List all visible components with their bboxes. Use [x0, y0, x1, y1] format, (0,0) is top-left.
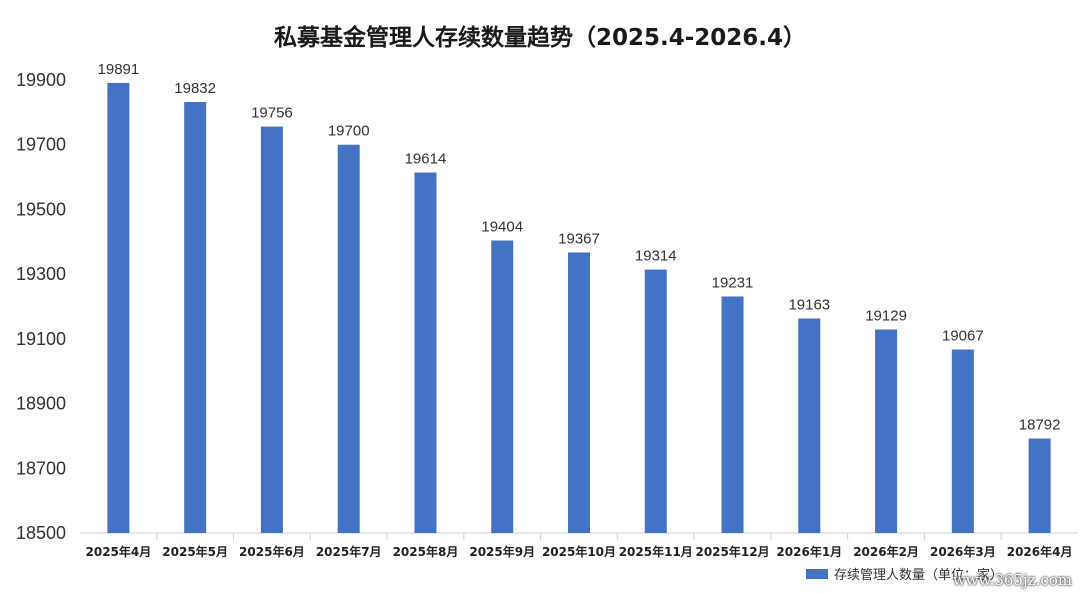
x-tick-label: 2025年12月 — [695, 544, 769, 559]
bar — [337, 144, 360, 533]
data-label: 19231 — [712, 274, 754, 291]
data-label: 19367 — [558, 230, 600, 247]
bar — [568, 252, 590, 534]
y-tick-label: 18500 — [16, 523, 66, 543]
data-label: 19700 — [328, 123, 370, 140]
x-tick-label: 2025年6月 — [239, 544, 305, 559]
bar — [798, 318, 821, 533]
data-label: 19404 — [481, 218, 523, 235]
bar — [951, 349, 974, 533]
legend-label: 存续管理人数量（单位：家） — [834, 568, 1004, 583]
bar — [414, 172, 437, 533]
y-tick-label: 19500 — [16, 199, 66, 219]
x-tick-label: 2026年2月 — [853, 544, 919, 559]
x-tick-label: 2026年3月 — [930, 544, 996, 559]
x-tick-label: 2025年8月 — [393, 544, 459, 559]
x-tick-label: 2025年5月 — [162, 544, 228, 559]
y-tick-label: 18700 — [16, 458, 66, 478]
data-label: 19129 — [865, 307, 907, 324]
data-label: 18792 — [1019, 417, 1061, 434]
data-label: 19614 — [405, 151, 447, 168]
bar — [491, 240, 514, 533]
data-label: 19067 — [942, 328, 984, 345]
y-tick-label: 19900 — [16, 70, 66, 90]
data-label: 19756 — [251, 105, 293, 122]
y-tick-label: 19100 — [16, 329, 66, 349]
x-tick-label: 2026年4月 — [1007, 544, 1073, 559]
bar — [184, 102, 207, 533]
data-label: 19891 — [98, 61, 140, 78]
bar — [1028, 438, 1051, 533]
data-label: 19314 — [635, 248, 677, 265]
bar — [721, 296, 744, 533]
x-tick-label: 2025年4月 — [86, 544, 152, 559]
x-tick-label: 2025年10月 — [542, 544, 616, 559]
bar — [875, 329, 898, 533]
data-label: 19163 — [788, 296, 830, 313]
y-tick-label: 19700 — [16, 135, 66, 155]
x-tick-label: 2026年1月 — [776, 544, 842, 559]
y-tick-label: 18900 — [16, 394, 66, 414]
y-tick-label: 19300 — [16, 264, 66, 284]
watermark: www.365jz.com — [952, 571, 1072, 589]
chart-title: 私募基金管理人存续数量趋势（2025.4-2026.4） — [273, 25, 807, 51]
legend-swatch — [806, 568, 828, 579]
x-tick-label: 2025年11月 — [619, 544, 693, 559]
legend: 存续管理人数量（单位：家） — [806, 564, 1003, 583]
x-tick-label: 2025年7月 — [316, 544, 382, 559]
bar — [644, 269, 667, 533]
bar — [107, 82, 130, 533]
x-tick-label: 2025年9月 — [469, 544, 535, 559]
data-label: 19832 — [174, 80, 216, 97]
bar — [260, 126, 283, 533]
